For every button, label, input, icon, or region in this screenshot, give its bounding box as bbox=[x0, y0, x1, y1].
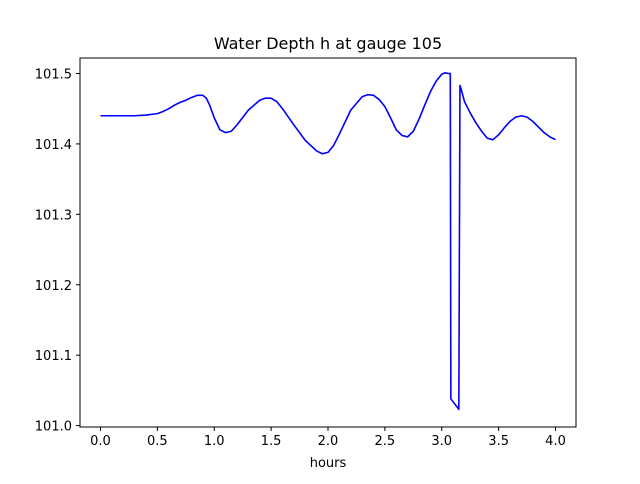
chart-title: Water Depth h at gauge 105 bbox=[214, 34, 442, 53]
x-tick-label: 4.0 bbox=[545, 434, 566, 449]
x-tick-label: 2.0 bbox=[318, 434, 339, 449]
x-tick-label: 1.0 bbox=[204, 434, 225, 449]
x-tick-label: 3.0 bbox=[431, 434, 452, 449]
y-tick-label: 101.1 bbox=[35, 349, 72, 364]
x-tick-label: 2.5 bbox=[375, 434, 396, 449]
y-tick-label: 101.5 bbox=[35, 67, 72, 82]
y-tick-label: 101.3 bbox=[35, 208, 72, 223]
x-tick-label: 0.0 bbox=[90, 434, 111, 449]
y-tick-label: 101.4 bbox=[35, 138, 72, 153]
series-line-0 bbox=[100, 71, 556, 411]
y-tick-label: 101.0 bbox=[35, 420, 72, 435]
y-tick-label: 101.2 bbox=[35, 279, 72, 294]
x-tick-label: 1.5 bbox=[261, 434, 282, 449]
x-tick-label: 3.5 bbox=[488, 434, 509, 449]
x-axis-label: hours bbox=[310, 456, 347, 471]
plot-area: 0.0 0.5 1.0 1.5 2.0 2.5 3.0 3.5 4.0 101.0 101.1 101… bbox=[35, 57, 577, 449]
x-tick-label: 0.5 bbox=[147, 434, 168, 449]
